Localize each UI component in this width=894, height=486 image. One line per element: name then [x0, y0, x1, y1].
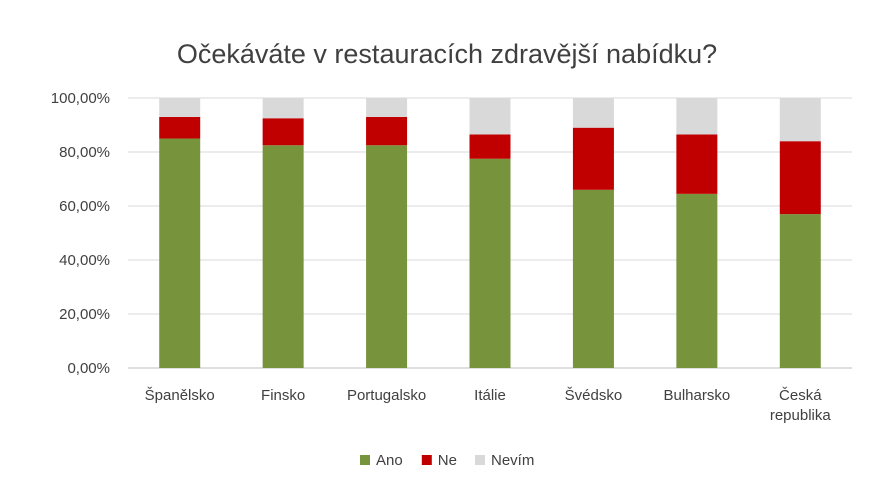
bar-segment-ne: [159, 116, 201, 139]
bar-segment-ne: [676, 134, 718, 194]
bar-segment-nevim: [469, 98, 511, 135]
legend: Ano Ne Nevím: [360, 452, 534, 469]
y-tick-label: 20,00%: [59, 306, 110, 323]
y-tick-label: 0,00%: [67, 360, 110, 377]
bars: [159, 98, 821, 368]
legend-label: Ano: [376, 452, 403, 469]
legend-swatch: [475, 455, 485, 465]
x-axis-labels: Španělsko Finsko Portugalsko Itálie Švédsko B…: [145, 387, 832, 424]
legend-swatch: [421, 455, 432, 465]
y-axis-ticks: 0,00% 20,00% 40,00% 60,00% 80,00% 100,00%: [51, 90, 110, 377]
bar-segment-ano: [572, 189, 614, 368]
x-tick-label: Švédsko: [565, 387, 623, 404]
bar-segment-nevim: [366, 98, 408, 117]
x-tick-label: Itálie: [474, 387, 506, 404]
chart-title: Očekáváte v restauracích zdravější nabíd…: [177, 39, 717, 69]
bar-segment-nevim: [159, 98, 201, 117]
bar-segment-ano: [469, 158, 511, 368]
y-tick-label: 60,00%: [59, 198, 110, 215]
legend-label: Ne: [438, 452, 457, 469]
bar-segment-ano: [366, 145, 408, 368]
bar-segment-ne: [779, 141, 821, 215]
x-tick-label: Bulharsko: [664, 387, 731, 404]
x-tick-label: Španělsko: [145, 387, 215, 404]
bar-segment-ne: [572, 127, 614, 190]
x-tick-label: Portugalsko: [347, 387, 426, 404]
x-tick-label: Finsko: [261, 387, 305, 404]
y-tick-label: 80,00%: [59, 144, 110, 161]
bar-segment-ne: [262, 118, 304, 146]
y-tick-label: 40,00%: [59, 252, 110, 269]
bar-segment-ano: [676, 193, 718, 368]
y-tick-label: 100,00%: [51, 90, 110, 107]
bar-segment-ano: [262, 145, 304, 368]
bar-segment-nevim: [779, 98, 821, 142]
legend-label: Nevím: [491, 452, 534, 469]
bar-segment-nevim: [676, 98, 718, 135]
bar-segment-nevim: [572, 98, 614, 128]
bar-segment-ne: [366, 116, 408, 146]
legend-swatch: [360, 455, 370, 465]
bar-segment-nevim: [262, 98, 304, 119]
x-tick-label: Česká republika: [770, 387, 832, 424]
bar-segment-ano: [779, 214, 821, 368]
bar-segment-ne: [469, 134, 511, 159]
bar-segment-ano: [159, 138, 201, 368]
